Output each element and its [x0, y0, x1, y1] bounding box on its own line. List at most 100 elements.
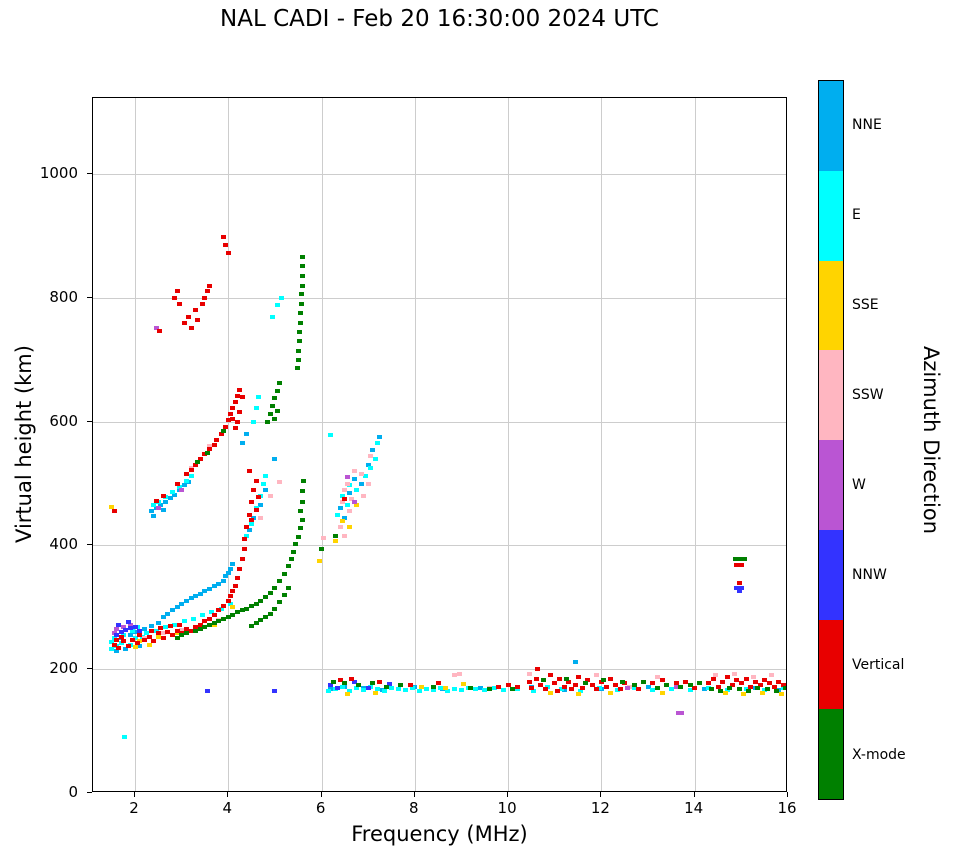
- data-point-ssw: [452, 673, 457, 678]
- data-point-sse: [372, 690, 378, 695]
- data-point-vertical: [216, 608, 222, 613]
- data-point-x-mode: [249, 623, 255, 628]
- data-point-nnw: [328, 682, 334, 687]
- data-point-e: [183, 478, 189, 483]
- data-point-ssw: [342, 534, 348, 539]
- data-point-e: [209, 610, 215, 615]
- data-point-x-mode: [510, 687, 516, 691]
- data-point-e: [200, 612, 206, 617]
- data-point-nne: [365, 463, 371, 467]
- data-point-e: [340, 493, 345, 498]
- data-point-x-mode: [654, 685, 660, 690]
- data-point-ssw: [358, 472, 364, 477]
- data-point-vertical: [225, 599, 231, 604]
- data-point-x-mode: [736, 687, 742, 691]
- data-point-vertical: [542, 687, 548, 691]
- data-point-x-mode: [267, 412, 273, 417]
- colorbar-label-sse: SSE: [852, 297, 879, 313]
- data-point-x-mode: [741, 557, 747, 562]
- data-point-vertical: [734, 678, 740, 683]
- data-point-x-mode: [708, 687, 714, 691]
- data-point-nne: [272, 456, 278, 461]
- data-point-vertical: [195, 317, 201, 322]
- data-point-x-mode: [398, 682, 404, 687]
- data-point-nne: [477, 685, 483, 690]
- data-point-ssw: [207, 444, 213, 449]
- data-point-vertical: [137, 633, 143, 638]
- data-point-x-mode: [300, 489, 306, 493]
- data-point-x-mode: [207, 622, 213, 627]
- data-point-e: [151, 503, 157, 508]
- data-point-sse: [333, 538, 339, 543]
- data-point-x-mode: [295, 534, 301, 539]
- data-point-x-mode: [244, 606, 250, 611]
- data-point-vertical: [235, 393, 241, 398]
- data-point-x-mode: [764, 687, 770, 691]
- x-tick-mark: [693, 792, 695, 797]
- data-point-e: [363, 474, 369, 479]
- data-point-vertical: [193, 308, 199, 313]
- colorbar-label-nne: NNE: [852, 117, 882, 133]
- data-point-vertical: [218, 432, 224, 437]
- data-point-x-mode: [193, 628, 199, 633]
- data-point-x-mode: [687, 682, 693, 687]
- colorbar-segment-sse: [819, 260, 843, 351]
- data-point-nnw: [125, 620, 131, 625]
- data-point-vertical: [710, 676, 716, 681]
- x-tick-mark: [320, 792, 322, 797]
- data-point-vertical: [682, 679, 688, 684]
- data-point-x-mode: [319, 546, 325, 551]
- data-point-vertical: [230, 406, 236, 411]
- data-point-vertical: [204, 288, 210, 293]
- data-point-e: [389, 685, 394, 690]
- y-tick-mark: [87, 420, 92, 422]
- data-point-vertical: [235, 419, 241, 424]
- data-point-w: [624, 685, 630, 690]
- data-point-x-mode: [487, 687, 492, 691]
- data-point-e: [249, 521, 255, 526]
- data-point-x-mode: [183, 631, 189, 636]
- data-point-x-mode: [298, 526, 304, 531]
- data-point-x-mode: [330, 679, 336, 684]
- data-point-vertical: [337, 678, 343, 683]
- data-point-x-mode: [300, 263, 306, 268]
- data-point-nne: [188, 596, 194, 601]
- data-point-e: [256, 394, 262, 399]
- data-point-x-mode: [263, 594, 269, 599]
- data-point-sse: [340, 518, 345, 523]
- data-point-nne: [244, 432, 250, 437]
- data-point-nne: [246, 528, 252, 532]
- data-point-nnw: [736, 589, 742, 594]
- data-point-x-mode: [267, 590, 273, 595]
- data-point-x-mode: [678, 684, 684, 689]
- data-point-e: [244, 534, 250, 539]
- data-point-e: [631, 685, 637, 690]
- data-point-e: [650, 688, 656, 693]
- data-point-x-mode: [286, 563, 292, 568]
- data-point-w: [155, 506, 161, 511]
- data-point-nnw: [204, 688, 210, 693]
- data-point-w: [679, 710, 685, 715]
- data-point-vertical: [228, 594, 234, 599]
- colorbar-segment-nne: [819, 81, 843, 171]
- plot-area: [92, 97, 787, 792]
- x-gridline: [414, 98, 416, 791]
- data-point-e: [144, 631, 150, 636]
- data-point-vertical: [573, 682, 579, 687]
- data-point-x-mode: [563, 676, 569, 681]
- data-point-nne: [197, 591, 203, 596]
- data-point-vertical: [554, 688, 560, 693]
- data-point-vertical: [251, 487, 257, 492]
- data-point-vertical: [125, 643, 131, 648]
- data-point-e: [274, 303, 280, 308]
- data-point-vertical: [228, 412, 234, 417]
- data-point-vertical: [183, 472, 189, 477]
- data-point-e: [452, 687, 457, 691]
- data-point-sse: [608, 690, 614, 695]
- data-point-sse: [461, 682, 467, 687]
- data-point-ssw: [713, 673, 719, 678]
- data-point-vertical: [120, 639, 126, 644]
- data-point-e: [340, 684, 345, 689]
- data-point-nne: [263, 487, 269, 492]
- data-point-vertical: [156, 329, 162, 334]
